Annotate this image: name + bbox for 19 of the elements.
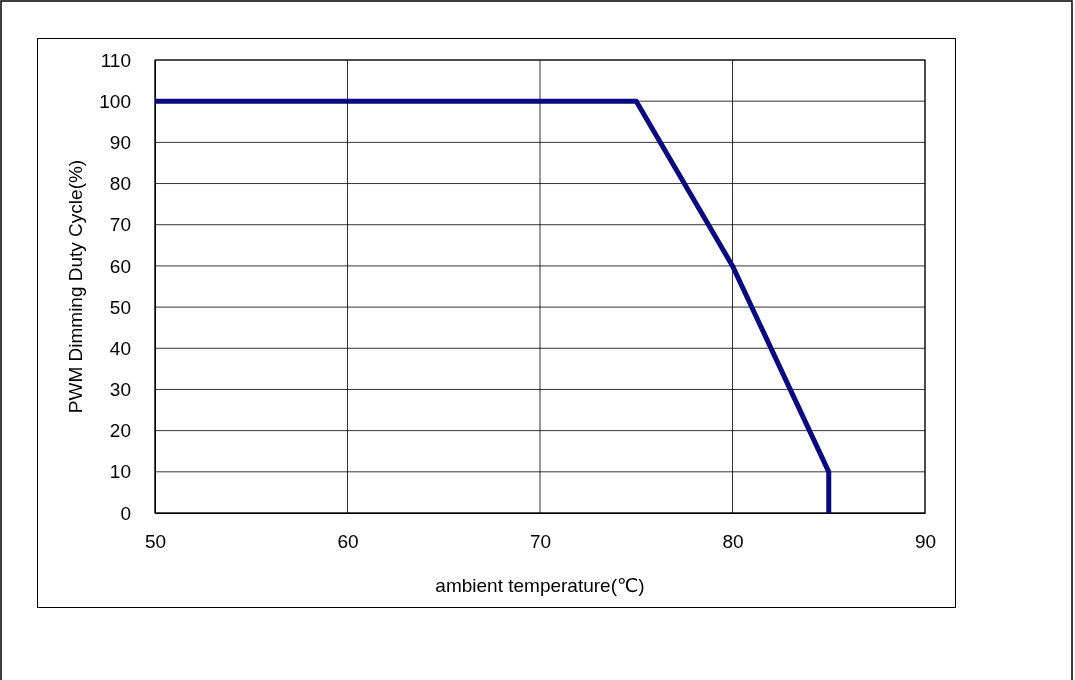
y-tick-label: 100 [99, 90, 131, 112]
y-tick-label: 70 [109, 214, 131, 236]
y-tick-label: 90 [109, 131, 131, 153]
y-tick-label: 10 [109, 461, 131, 483]
y-tick-label: 30 [109, 379, 131, 401]
x-tick-label: 90 [914, 531, 937, 553]
y-tick-label: 60 [109, 255, 131, 277]
y-tick-label: 0 [120, 502, 131, 524]
x-tick-label: 70 [529, 531, 552, 553]
y-tick-label: 20 [109, 420, 131, 442]
x-axis-title: ambient temperature(℃) [435, 575, 645, 596]
y-tick-label: 50 [109, 296, 131, 318]
y-tick-label: 110 [100, 49, 131, 71]
x-tick-label: 60 [337, 531, 359, 553]
y-axis-title: PWM Dimming Duty Cycle(%) [65, 159, 86, 414]
y-tick-label: 80 [109, 173, 131, 195]
x-tick-label: 80 [722, 531, 744, 553]
x-tick-label: 50 [144, 531, 167, 553]
y-tick-label: 40 [109, 337, 131, 359]
